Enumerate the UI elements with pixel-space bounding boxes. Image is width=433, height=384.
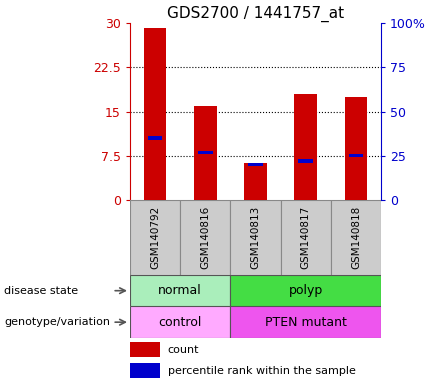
Text: GSM140817: GSM140817 <box>301 206 311 269</box>
Bar <box>144 28 166 200</box>
Bar <box>194 106 216 200</box>
Text: GSM140816: GSM140816 <box>200 206 210 269</box>
Bar <box>130 200 180 275</box>
Text: control: control <box>158 316 202 329</box>
Text: GSM140792: GSM140792 <box>150 206 160 269</box>
Bar <box>130 275 230 306</box>
Text: GSM140818: GSM140818 <box>351 206 361 269</box>
Text: count: count <box>168 345 199 355</box>
Bar <box>349 154 363 157</box>
Title: GDS2700 / 1441757_at: GDS2700 / 1441757_at <box>167 5 344 22</box>
Text: percentile rank within the sample: percentile rank within the sample <box>168 366 355 376</box>
Text: GSM140813: GSM140813 <box>250 206 261 269</box>
Bar <box>130 342 160 357</box>
Bar <box>331 200 381 275</box>
Bar <box>198 151 213 154</box>
Bar <box>230 275 381 306</box>
Bar <box>148 136 162 140</box>
Text: polyp: polyp <box>288 284 323 297</box>
Text: normal: normal <box>158 284 202 297</box>
Bar <box>248 163 263 166</box>
Bar <box>130 306 230 338</box>
Bar <box>230 306 381 338</box>
Text: disease state: disease state <box>4 286 78 296</box>
Bar <box>281 200 331 275</box>
Bar <box>244 163 267 200</box>
Bar <box>130 363 160 378</box>
Bar <box>180 200 230 275</box>
Bar <box>298 159 313 163</box>
Text: PTEN mutant: PTEN mutant <box>265 316 347 329</box>
Bar <box>294 94 317 200</box>
Bar <box>345 97 367 200</box>
Text: genotype/variation: genotype/variation <box>4 317 110 327</box>
Bar <box>230 200 281 275</box>
